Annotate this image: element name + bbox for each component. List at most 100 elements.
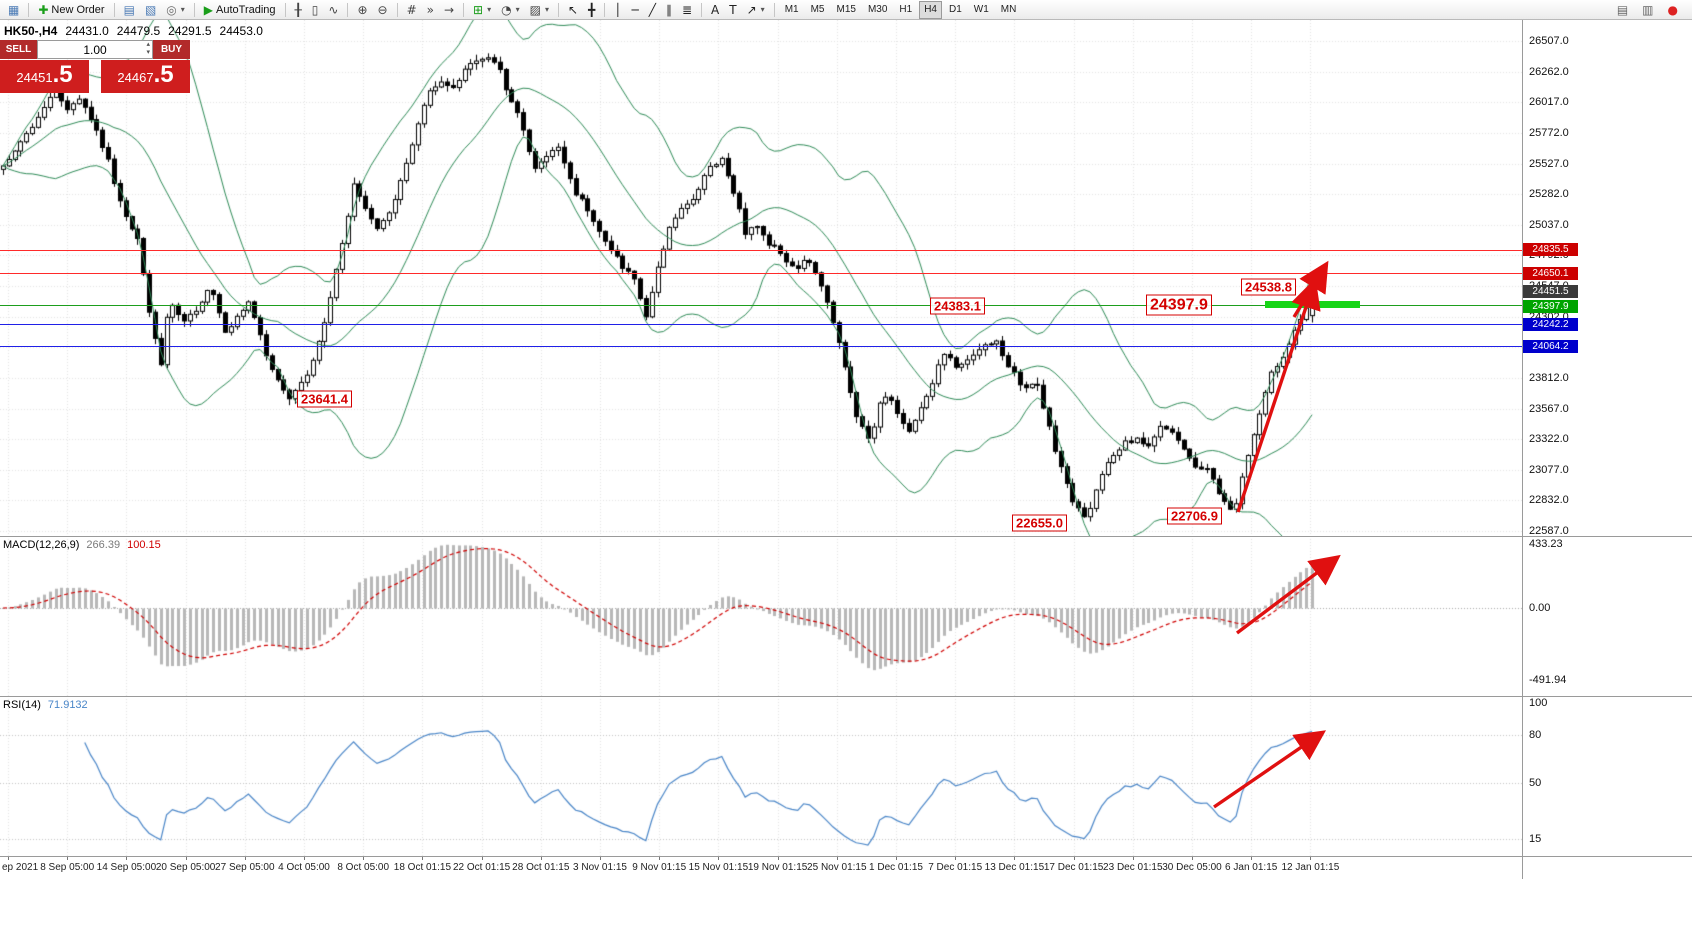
spin-up-icon[interactable]: ▴ [146,41,150,48]
panel-divider[interactable] [0,536,1692,537]
timeframe-mn-button[interactable]: MN [1000,3,1017,15]
timeframe-m5-button[interactable]: M5 [810,3,825,15]
new-window-icon: ⊞ [473,2,484,17]
price-annotation[interactable]: 22655.0 [1012,514,1067,531]
time-axis-tick [541,857,542,860]
profiles-icon: ◎ [166,2,177,17]
price-axis-tag: 24835.5 [1523,243,1578,257]
text-label-button[interactable]: T [724,0,741,20]
horizontal-line-object[interactable] [0,324,1522,325]
charts-list-button[interactable]: ▥ [1637,0,1658,20]
timeframe-h1-button[interactable]: H1 [899,3,913,15]
toolbar: ▦ ✚ New Order ▤ ▧ ◎ ▾ ▶ AutoTrading ╂ ▯ ∿ ⊕ ⊖ #» → ⊞ ▾ ◔ ▾ ▨… [0,0,1692,20]
price-axis-tag: 24650.1 [1523,266,1578,280]
fibonacci-button[interactable]: ≣ [677,0,697,20]
sell-price-main: 24451 [16,70,53,85]
candlestick-chart-button[interactable]: ▯ [307,0,324,20]
price-axis[interactable]: 26507.0 26262.0 26017.0 25772.0 25527.0 25282… [1522,20,1692,879]
channel-button[interactable]: ∥ [661,0,677,20]
horizontal-line-object[interactable] [0,273,1522,274]
period-button[interactable]: ◔ ▾ [496,0,525,20]
clock-icon: ◔ [501,2,512,17]
zoom-in-button[interactable]: ⊕ [352,0,372,20]
caret-down-icon: ▾ [760,5,765,14]
print-button[interactable]: ▤ [119,0,140,20]
horizontal-line-object[interactable] [0,346,1522,347]
price-annotation[interactable]: 24397.9 [1146,294,1212,316]
trendline-icon: ╱ [648,2,656,17]
timeframe-d1-button[interactable]: D1 [949,3,962,15]
buy-price-button[interactable]: 24467.5 [101,60,190,93]
time-axis-tick [600,857,601,860]
print-preview-icon: ▧ [144,2,157,17]
time-axis-tick [186,857,187,860]
horizontal-line-object[interactable] [0,250,1522,251]
toolbar-separator [113,2,115,17]
line-chart-icon: ∿ [328,2,339,17]
bar-chart-button[interactable]: ╂ [290,0,307,20]
sell-button[interactable]: SELL [0,40,37,59]
print-preview-button[interactable]: ▧ [140,0,161,20]
template-button[interactable]: ▨ ▾ [525,0,554,20]
text-label-icon: T [729,2,737,17]
macd-signal-value: 100.15 [127,539,161,551]
timeframe-h4-button[interactable]: H4 [919,0,942,19]
line-chart-button[interactable]: ∿ [323,0,343,20]
timeframe-m15-button[interactable]: M15 [836,3,856,15]
chart-ohlc-header: HK50-,H4 24431.0 24479.5 24291.5 24453.0 [4,24,263,38]
price-annotation[interactable]: 24383.1 [930,297,985,315]
symbol-timeframe-label: HK50-,H4 [4,24,58,38]
time-axis-label: ep 2021 [2,862,39,873]
text-button[interactable]: A [706,0,724,20]
connection-status-icon[interactable]: ● [1663,0,1683,20]
autotrading-button[interactable]: ▶ AutoTrading [199,0,281,20]
horizontal-line-object[interactable] [0,305,1522,306]
template-icon: ▨ [529,2,541,17]
timeframe-m30-button[interactable]: M30 [867,3,888,15]
zoom-out-button[interactable]: ⊖ [373,0,393,20]
vertical-line-button[interactable]: │ [609,0,626,20]
timeframe-m1-button[interactable]: M1 [784,3,799,15]
chart-shift-icon: → [443,2,455,17]
chart-profiles-button[interactable]: ◎ ▾ [161,0,190,20]
time-axis[interactable]: ep 2021 8 Sep 05:00 14 Sep 05:00 20 Sep 05:… [0,857,1522,879]
trendline-button[interactable]: ╱ [644,0,661,20]
new-chart-button[interactable]: ▦ [3,0,24,20]
time-axis-label: 28 Oct 01:15 [512,862,570,873]
panel-divider[interactable] [0,696,1692,697]
price-annotation[interactable]: 22706.9 [1167,507,1222,525]
cursor-icon: ↖ [567,2,579,17]
windows-tile-button[interactable]: ▤ [1612,0,1633,20]
charts-list-icon: ▥ [1642,2,1654,17]
buy-button[interactable]: BUY [153,40,190,59]
price-annotation[interactable]: 24538.8 [1241,278,1296,296]
chart-shift-button[interactable]: → [439,0,459,20]
macd-panel-canvas[interactable] [0,536,1522,696]
volume-stepper[interactable]: ▴ ▾ [146,41,150,57]
panel-divider[interactable] [0,856,1692,857]
price-zone-highlight[interactable] [1265,301,1360,309]
time-axis-label: 8 Oct 05:00 [337,862,390,873]
price-axis-tag: 24064.2 [1523,339,1578,353]
rsi-panel-canvas[interactable] [0,696,1522,856]
volume-input[interactable]: 1.00 ▴ ▾ [37,40,153,59]
price-axis-label: 22832.0 [1529,494,1569,507]
grid-button[interactable]: # [402,0,422,20]
new-chart-icon: ▦ [8,2,20,17]
new-window-button[interactable]: ⊞ ▾ [468,0,496,20]
timeframe-w1-button[interactable]: W1 [973,3,989,15]
time-axis-label: 13 Dec 01:15 [984,862,1045,873]
arrows-button[interactable]: ↗ ▾ [742,0,770,20]
crosshair-button[interactable]: ╋ [583,0,600,20]
cursor-button[interactable]: ↖ [563,0,583,20]
horizontal-line-button[interactable]: ─ [627,0,644,20]
auto-scroll-button[interactable]: » [422,0,439,20]
price-annotation[interactable]: 23641.4 [297,390,352,408]
time-axis-tick [837,857,838,860]
time-axis-label: 1 Dec 01:15 [869,862,923,873]
new-order-button[interactable]: ✚ New Order [33,0,109,20]
sell-price-button[interactable]: 24451.5 [0,60,89,93]
spin-down-icon[interactable]: ▾ [146,49,150,56]
price-axis-tag: 24242.2 [1523,317,1578,331]
